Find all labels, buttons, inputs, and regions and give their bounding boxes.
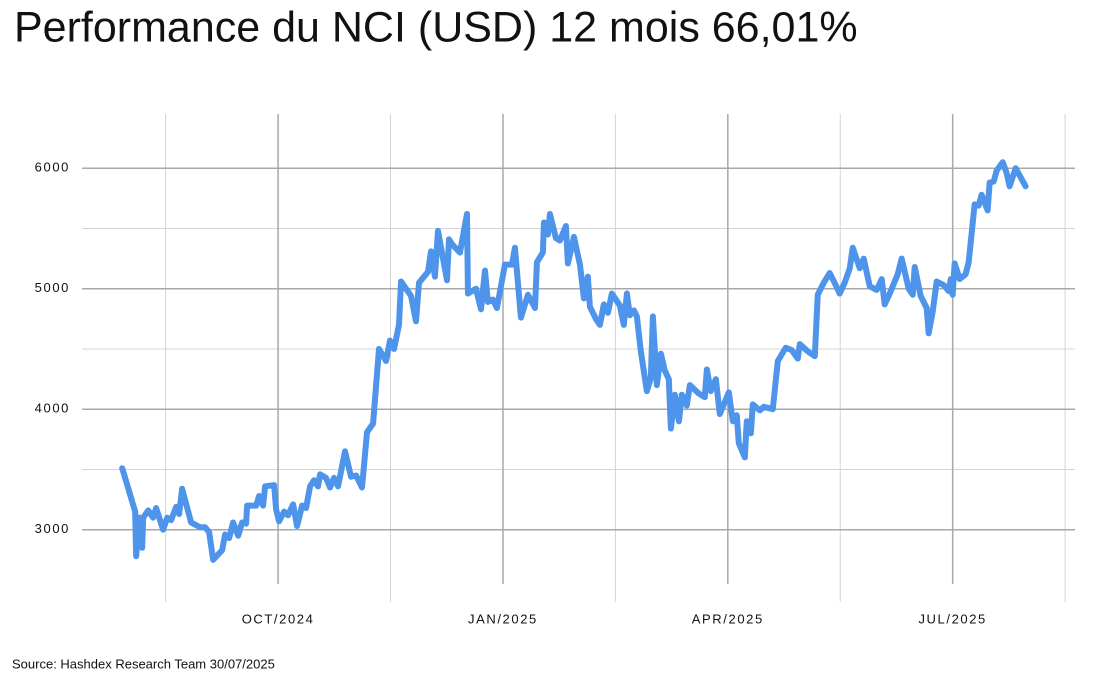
y-tick-label: 4000 bbox=[35, 401, 70, 416]
x-tick-label: APR/2025 bbox=[692, 611, 764, 626]
x-tick-label: OCT/2024 bbox=[242, 611, 315, 626]
x-tick-label: JAN/2025 bbox=[468, 611, 538, 626]
y-tick-label: 5000 bbox=[35, 280, 70, 295]
x-tick-label: JUL/2025 bbox=[918, 611, 986, 626]
y-tick-label: 6000 bbox=[35, 160, 70, 175]
y-tick-label: 3000 bbox=[35, 521, 70, 536]
data-line bbox=[119, 159, 1029, 563]
source-note: Source: Hashdex Research Team 30/07/2025 bbox=[12, 656, 275, 671]
chart-title: Performance du NCI (USD) 12 mois 66,01% bbox=[14, 3, 858, 51]
